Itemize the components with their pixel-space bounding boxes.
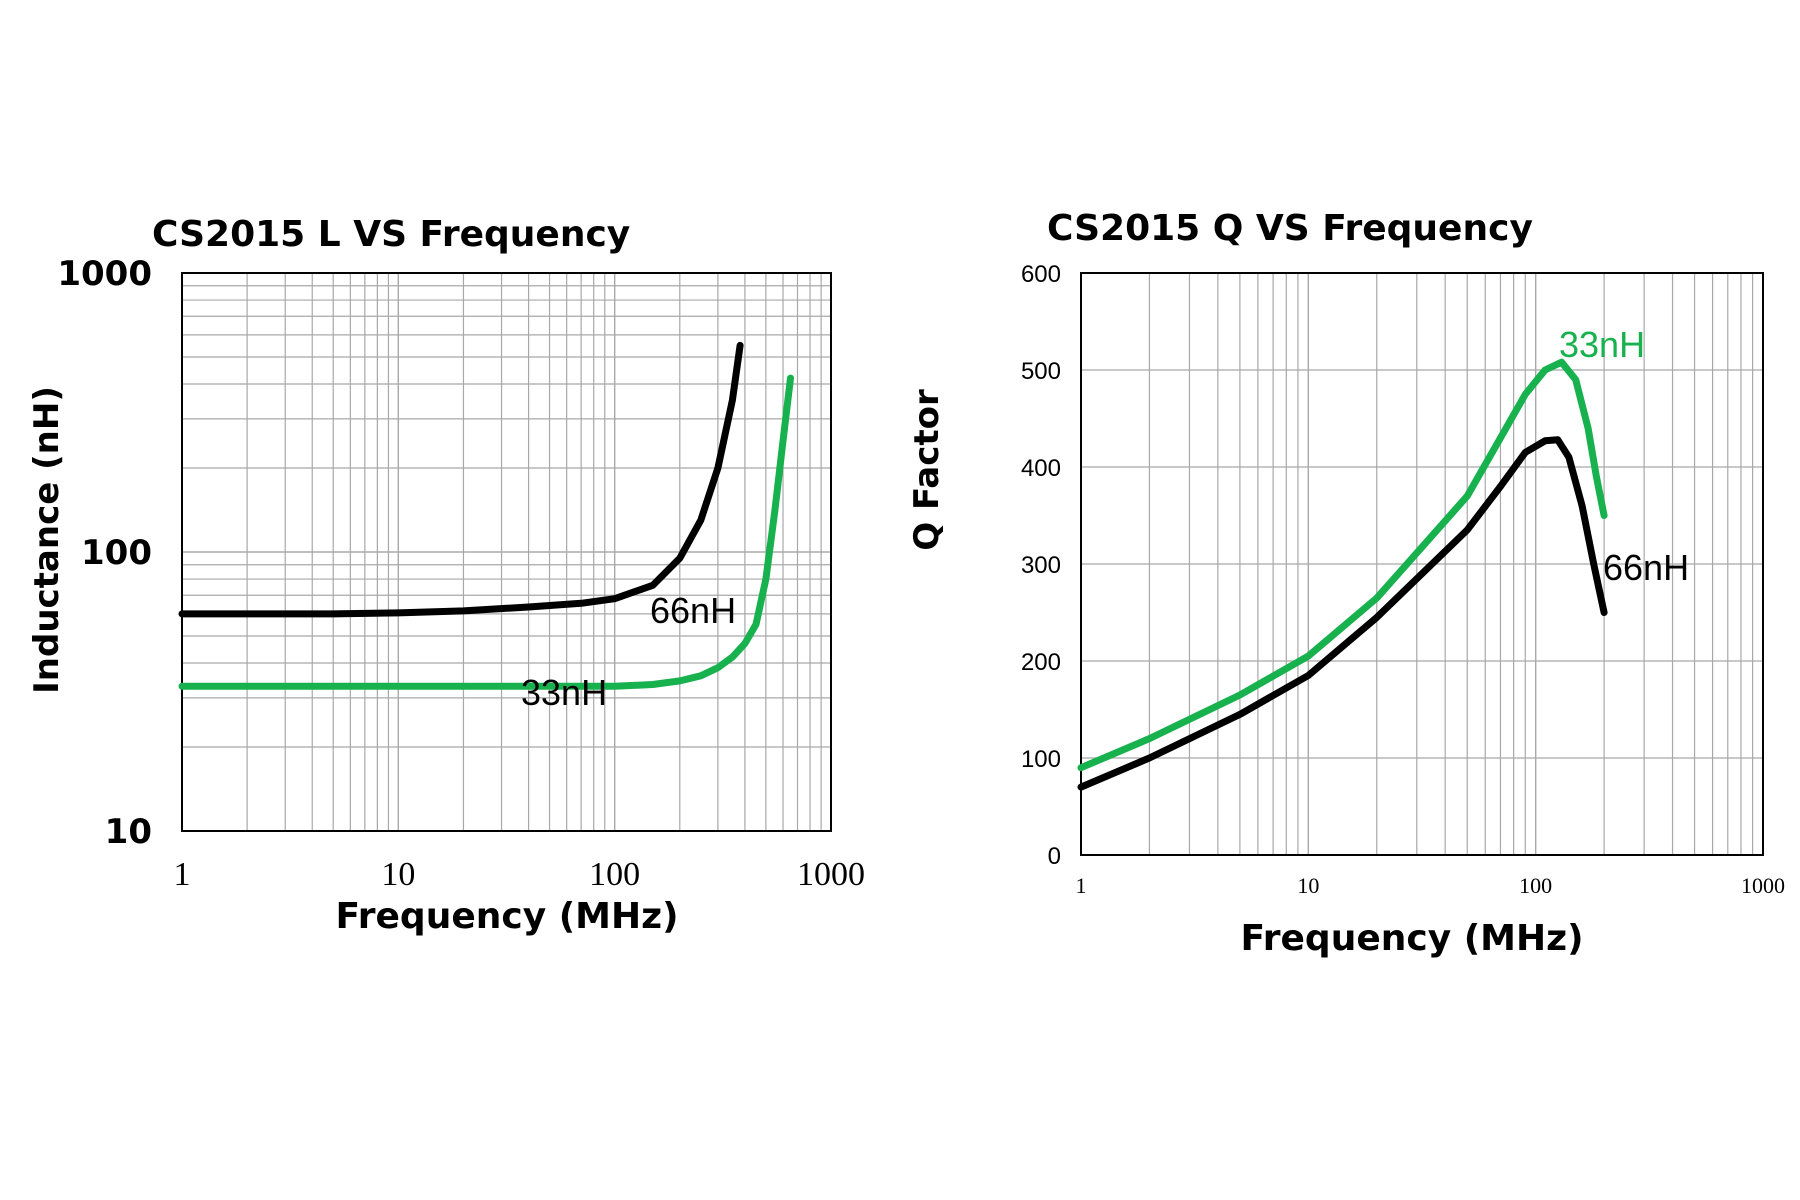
inductance-grid — [182, 273, 831, 831]
q-x-axis-label: Frequency (MHz) — [1240, 918, 1583, 959]
q-y-ticks: 0 100 200 300 400 500 600 — [1021, 261, 1061, 870]
inductance-chart: CS2015 L VS Frequency Inductance (nH) Fr… — [27, 214, 865, 937]
inductance-x-tick-label: 1 — [174, 856, 191, 893]
q-plot-frame — [1080, 272, 1764, 856]
q-y-tick-label: 500 — [1021, 358, 1061, 385]
inductance-y-axis-label: Inductance (nH) — [27, 386, 67, 694]
inductance-x-ticks: 1 10 100 1000 — [174, 856, 866, 893]
q-factor-chart: CS2015 Q VS Frequency Q Factor Frequency… — [907, 208, 1785, 959]
inductance-label-33nh: 33nH — [521, 672, 607, 713]
inductance-series-line-33nh — [178, 374, 794, 690]
q-label-66nh: 66nH — [1603, 547, 1689, 588]
inductance-series-line-66nh — [178, 341, 744, 618]
inductance-label-66nh: 66nH — [650, 590, 736, 631]
inductance-y-ticks: 10 100 1000 — [57, 254, 152, 852]
q-label-33nh: 33nH — [1559, 324, 1645, 365]
q-y-tick-label: 200 — [1021, 649, 1061, 676]
inductance-chart-title: CS2015 L VS Frequency — [152, 214, 630, 255]
q-series — [1077, 358, 1608, 791]
q-x-tick-label: 1000 — [1741, 873, 1785, 898]
q-x-tick-label: 1 — [1076, 873, 1087, 898]
inductance-y-tick-label: 1000 — [57, 254, 152, 294]
inductance-y-tick-label: 10 — [105, 812, 152, 852]
inductance-x-tick-label: 1000 — [797, 856, 865, 893]
inductance-x-tick-label: 10 — [381, 856, 415, 893]
inductance-y-tick-label: 100 — [81, 533, 152, 573]
q-series-line-66nh — [1077, 436, 1608, 791]
inductance-plot-frame — [181, 272, 832, 832]
inductance-x-axis-label: Frequency (MHz) — [335, 896, 678, 937]
inductance-x-tick-label: 100 — [589, 856, 640, 893]
q-y-tick-label: 300 — [1021, 552, 1061, 579]
q-y-tick-label: 600 — [1021, 261, 1061, 288]
q-x-tick-label: 10 — [1297, 873, 1319, 898]
q-y-axis-label: Q Factor — [907, 389, 947, 551]
inductance-series — [178, 341, 794, 690]
q-x-ticks: 1 10 100 1000 — [1076, 873, 1786, 898]
q-y-tick-label: 100 — [1021, 746, 1061, 773]
q-series-line-33nh — [1077, 358, 1608, 772]
q-x-tick-label: 100 — [1519, 873, 1552, 898]
q-y-tick-label: 400 — [1021, 455, 1061, 482]
q-y-tick-label: 0 — [1048, 843, 1061, 870]
q-chart-title: CS2015 Q VS Frequency — [1047, 208, 1533, 249]
q-grid — [1081, 273, 1763, 855]
